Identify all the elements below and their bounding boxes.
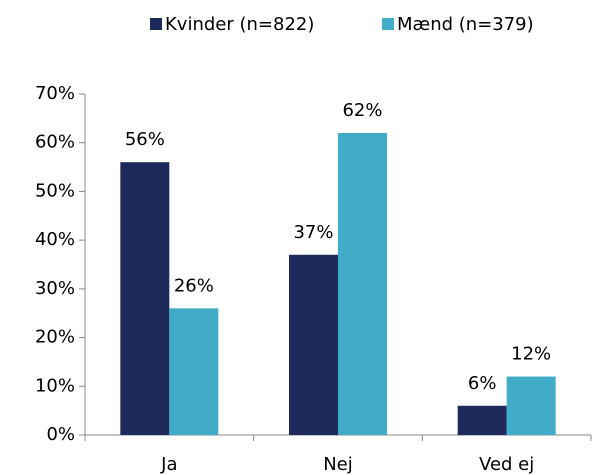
x-tick-label: Ved ej: [479, 454, 534, 475]
bar: [169, 308, 219, 435]
y-tick-label: 0%: [46, 424, 75, 445]
bar: [506, 376, 556, 435]
y-tick-label: 50%: [35, 180, 75, 201]
y-tick-label: 10%: [35, 375, 75, 396]
legend-label: Kvinder (n=822): [165, 14, 314, 35]
y-tick-label: 40%: [35, 229, 75, 250]
y-tick-label: 60%: [35, 132, 75, 153]
data-label: 26%: [174, 275, 214, 296]
data-label: 62%: [342, 100, 382, 121]
bar: [120, 162, 170, 435]
y-tick-label: 30%: [35, 278, 75, 299]
y-tick-label: 70%: [35, 83, 75, 104]
data-label: 12%: [511, 344, 551, 365]
x-tick-label: Ja: [160, 454, 177, 475]
data-label: 56%: [125, 129, 165, 150]
bar: [338, 132, 387, 435]
legend-swatch: [150, 18, 162, 30]
data-label: 37%: [293, 222, 333, 243]
x-tick-label: Nej: [323, 454, 353, 475]
bar: [457, 405, 507, 435]
bar: [289, 254, 338, 435]
data-label: 6%: [468, 373, 497, 394]
legend-swatch: [382, 18, 394, 30]
legend-label: Mænd (n=379): [397, 14, 534, 35]
y-tick-label: 20%: [35, 327, 75, 348]
